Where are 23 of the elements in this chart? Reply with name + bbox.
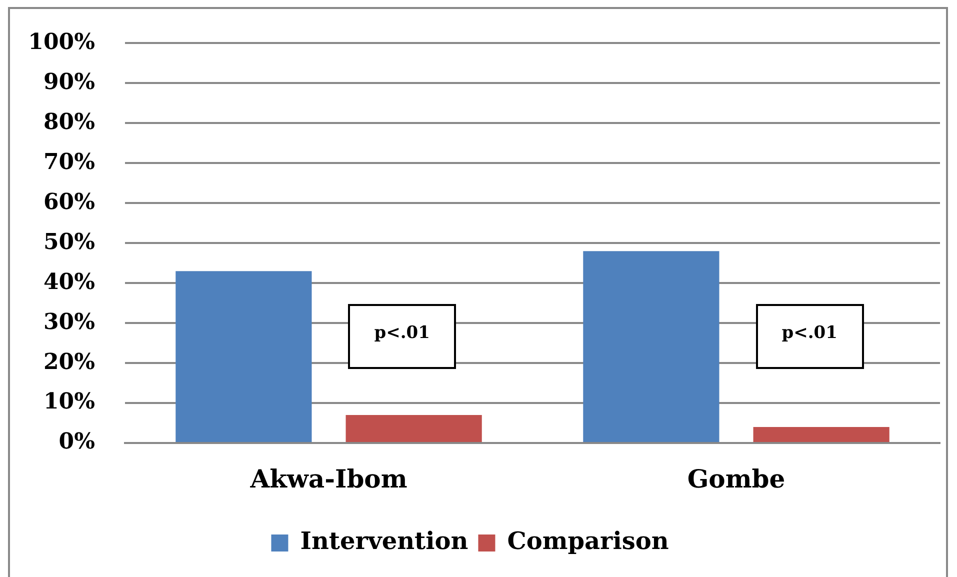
- legend-label: Comparison: [507, 526, 669, 556]
- y-tick-label: 50%: [43, 228, 96, 255]
- text-box: p<.01: [756, 304, 864, 370]
- x-tick-label: Akwa-Ibom: [249, 464, 408, 494]
- bar: [583, 251, 720, 442]
- x-tick-label: Gombe: [687, 464, 786, 494]
- y-tick-label: 10%: [43, 388, 96, 415]
- legend-label: Intervention: [300, 526, 468, 556]
- y-tick-label: 30%: [43, 308, 96, 335]
- bar: [753, 427, 890, 442]
- y-tick-label: 90%: [43, 68, 96, 95]
- bar: [176, 271, 312, 442]
- y-tick-label: 70%: [43, 148, 96, 175]
- y-tick-label: 40%: [43, 268, 96, 295]
- text-box: p<.01: [348, 304, 456, 370]
- y-tick-label: 80%: [43, 108, 96, 135]
- annotation: p<.01: [782, 322, 838, 343]
- y-tick-label: 20%: [43, 348, 96, 375]
- y-tick-label: 0%: [58, 428, 96, 455]
- annotation: p<.01: [374, 322, 430, 343]
- y-tick-label: 100%: [28, 28, 96, 55]
- y-tick-label: 60%: [43, 188, 96, 215]
- bar: [346, 415, 482, 442]
